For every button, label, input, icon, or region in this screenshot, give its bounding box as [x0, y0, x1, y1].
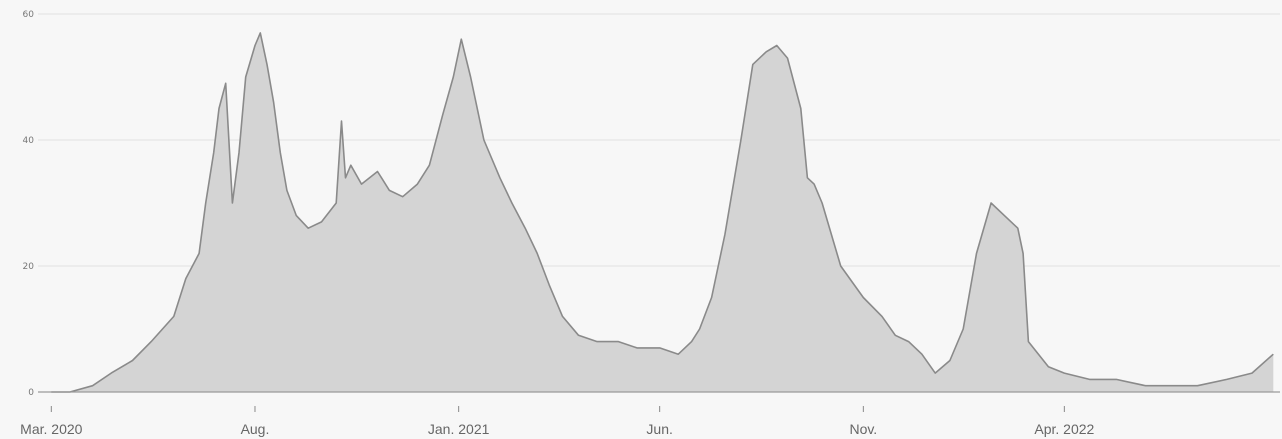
- x-axis-ticks: Mar. 2020 Aug. Jan. 2021 Jun. Nov. Apr. 2022: [20, 406, 1095, 437]
- x-tick-label: Apr. 2022: [1034, 421, 1094, 437]
- x-tick-label: Jan. 2021: [428, 421, 490, 437]
- y-axis-ticks: 0 20 40 60: [23, 10, 35, 398]
- y-tick-label: 40: [23, 136, 35, 146]
- x-tick-label: Aug.: [241, 421, 270, 437]
- series-area: [51, 32, 1274, 393]
- series-line: [51, 32, 1274, 393]
- y-tick-label: 20: [23, 262, 35, 272]
- x-tick-label: Jun.: [646, 421, 672, 437]
- y-tick-label: 60: [23, 10, 35, 20]
- y-tick-label: 0: [28, 388, 34, 398]
- x-tick-label: Mar. 2020: [20, 421, 82, 437]
- x-tick-label: Nov.: [849, 421, 877, 437]
